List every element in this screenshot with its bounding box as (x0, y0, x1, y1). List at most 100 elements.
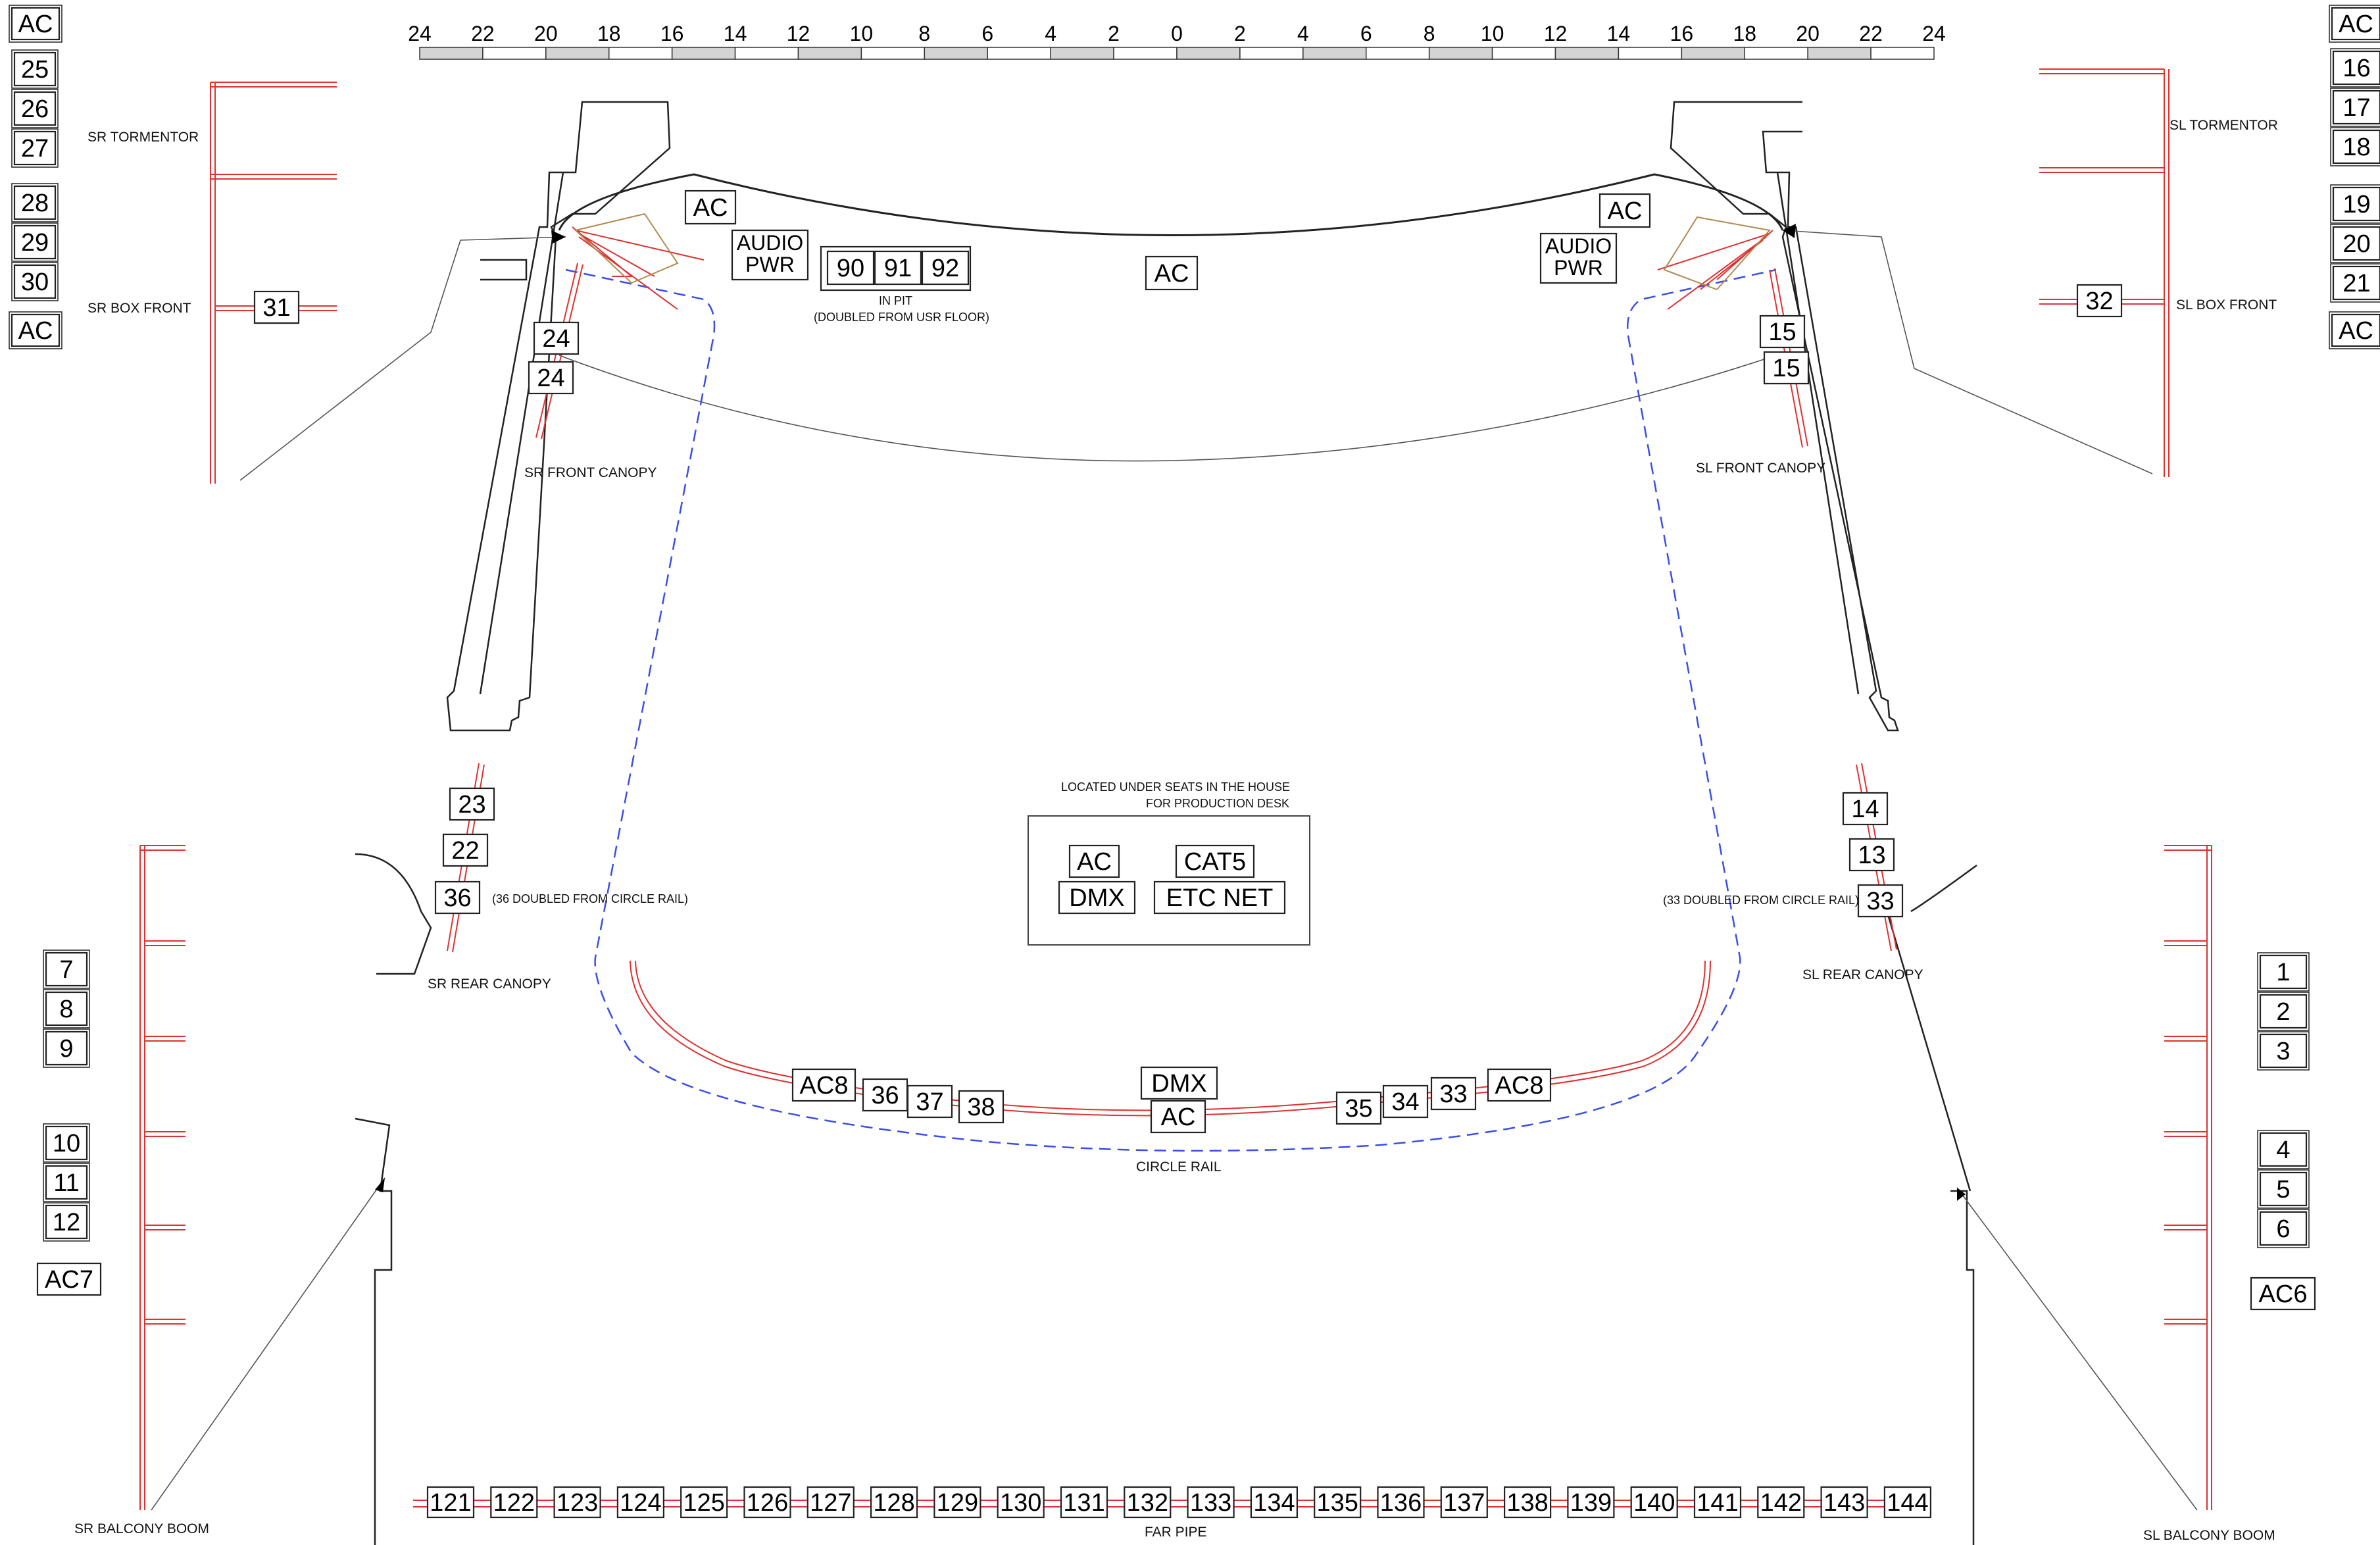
box-outline (1153, 880, 1286, 915)
apron-edge (558, 173, 1784, 236)
circuit-box-c14[interactable]: 14 (1842, 792, 1889, 826)
far-pipe-circuit[interactable]: 137 (1440, 1486, 1488, 1519)
circuit-box-rail-38[interactable]: 38 (958, 1090, 1004, 1124)
far-pipe-circuit[interactable]: 131 (1060, 1486, 1108, 1519)
far-pipe-circuit[interactable]: 142 (1757, 1486, 1805, 1519)
box-outline (45, 1030, 88, 1066)
circuit-box-c30[interactable]: 30 (11, 262, 59, 301)
circuit-box-rail-dmx[interactable]: DMX (1140, 1066, 1218, 1100)
box-label: 128 (873, 1489, 914, 1517)
circuit-box-c31[interactable]: 31 (253, 290, 300, 324)
far-pipe-circuit[interactable]: 135 (1314, 1486, 1362, 1519)
circuit-box-ac7[interactable]: AC7 (36, 1262, 102, 1296)
circuit-box-rail-34[interactable]: 34 (1382, 1084, 1429, 1119)
circuit-box-rail-ac[interactable]: AC (1150, 1100, 1206, 1134)
circuit-box-rail-36[interactable]: 36 (862, 1078, 908, 1112)
circuit-box-rail-35[interactable]: 35 (1335, 1091, 1382, 1125)
box-label: 135 (1316, 1489, 1358, 1517)
circuit-box-c25[interactable]: 25 (11, 49, 59, 89)
circuit-box-c28[interactable]: 28 (11, 183, 59, 222)
circuit-box-rail-37[interactable]: 37 (906, 1084, 953, 1119)
far-pipe-circuit[interactable]: 123 (553, 1486, 601, 1519)
circuit-box-c24a[interactable]: 24 (533, 321, 580, 355)
box-label: DMX (1069, 884, 1124, 912)
far-pipe-circuit[interactable]: 144 (1883, 1486, 1931, 1519)
circuit-box-c4[interactable]: 4 (2257, 1130, 2310, 1169)
circuit-box-c16[interactable]: 16 (2330, 48, 2380, 88)
circuit-box-ac-top-left[interactable]: AC (9, 5, 62, 43)
circuit-box-c7[interactable]: 7 (43, 950, 90, 989)
circuit-box-desk-cat5[interactable]: CAT5 (1175, 844, 1255, 878)
far-pipe-circuit[interactable]: 130 (997, 1486, 1045, 1519)
circuit-box-c3[interactable]: 3 (2257, 1031, 2310, 1071)
circuit-box-c33-sl[interactable]: 33 (1857, 884, 1904, 918)
circuit-box-c20[interactable]: 20 (2330, 224, 2380, 263)
circuit-box-rail-ac8-r[interactable]: AC8 (1487, 1068, 1552, 1102)
circuit-box-c13[interactable]: 13 (1848, 838, 1895, 872)
circuit-box-pit-91[interactable]: 91 (874, 250, 922, 286)
circuit-box-c18[interactable]: 18 (2330, 127, 2380, 166)
circuit-box-c9[interactable]: 9 (43, 1028, 90, 1068)
circuit-box-desk-ac[interactable]: AC (1068, 844, 1120, 878)
circuit-box-pit-92[interactable]: 92 (921, 250, 970, 286)
far-pipe-circuit[interactable]: 122 (490, 1486, 538, 1519)
circuit-box-c22[interactable]: 22 (442, 833, 489, 867)
far-pipe-circuit[interactable]: 127 (806, 1486, 855, 1519)
circuit-box-c15a[interactable]: 15 (1759, 315, 1806, 349)
far-pipe-circuit[interactable]: 140 (1630, 1486, 1678, 1519)
circuit-box-desk-etc[interactable]: ETC NET (1153, 880, 1286, 915)
circuit-box-ac6[interactable]: AC6 (2250, 1277, 2316, 1311)
circuit-box-c5[interactable]: 5 (2257, 1169, 2310, 1209)
far-pipe-circuit[interactable]: 132 (1124, 1486, 1172, 1519)
circuit-box-ac-mid-left[interactable]: AC (9, 311, 62, 349)
circuit-box-c8[interactable]: 8 (43, 989, 90, 1028)
far-pipe-circuit[interactable]: 121 (426, 1486, 475, 1519)
far-pipe-circuit[interactable]: 129 (933, 1486, 981, 1519)
circuit-box-ac-apron[interactable]: AC (1145, 255, 1199, 291)
far-pipe-circuit[interactable]: 143 (1820, 1486, 1868, 1519)
far-pipe-circuit[interactable]: 125 (680, 1486, 728, 1519)
far-pipe-circuit[interactable]: 126 (743, 1486, 791, 1519)
circuit-box-ac-mid-right[interactable]: AC (2329, 311, 2380, 349)
circuit-box-c36-sr[interactable]: 36 (434, 880, 481, 915)
far-pipe-circuit[interactable]: 139 (1567, 1486, 1615, 1519)
circuit-box-c19[interactable]: 19 (2330, 184, 2380, 224)
circuit-box-ac-sr-prosc[interactable]: AC (684, 190, 737, 225)
circuit-box-c11[interactable]: 11 (43, 1163, 90, 1202)
circuit-box-c6[interactable]: 6 (2257, 1209, 2310, 1248)
circuit-box-rail-33[interactable]: 33 (1430, 1076, 1477, 1111)
box-outline (553, 1486, 601, 1519)
far-pipe-circuit[interactable]: 133 (1187, 1486, 1235, 1519)
circuit-box-c24b[interactable]: 24 (528, 361, 574, 395)
far-pipe-circuit[interactable]: 138 (1504, 1486, 1552, 1519)
far-pipe-circuit[interactable]: 124 (616, 1486, 665, 1519)
circuit-box-ac-sl-prosc[interactable]: AC (1599, 193, 1651, 228)
circuit-box-c29[interactable]: 29 (11, 222, 59, 262)
far-pipe-circuit[interactable]: 136 (1377, 1486, 1425, 1519)
circuit-box-pit-90[interactable]: 90 (826, 250, 875, 286)
circuit-box-c26[interactable]: 26 (11, 89, 59, 128)
circuit-box-c2[interactable]: 2 (2257, 992, 2310, 1031)
far-pipe-circuit[interactable]: 128 (870, 1486, 918, 1519)
circuit-box-c32[interactable]: 32 (2076, 284, 2123, 318)
circuit-box-c15b[interactable]: 15 (1763, 351, 1810, 385)
box-label: 3 (2276, 1038, 2290, 1065)
circuit-box-c23[interactable]: 23 (449, 787, 495, 821)
box-outline (2076, 284, 2123, 318)
circuit-box-c1[interactable]: 1 (2257, 952, 2310, 992)
box-label: AC (2339, 317, 2373, 345)
ruler-tick-label: 16 (1670, 22, 1694, 45)
circuit-box-c17[interactable]: 17 (2330, 88, 2380, 127)
circuit-box-c21[interactable]: 21 (2330, 263, 2380, 303)
far-pipe-circuit[interactable]: 141 (1693, 1486, 1742, 1519)
circuit-box-rail-ac8-l[interactable]: AC8 (791, 1068, 856, 1102)
circuit-box-ac-top-right[interactable]: AC (2329, 5, 2380, 43)
far-pipe-circuit[interactable]: 134 (1250, 1486, 1299, 1519)
circuit-box-c10[interactable]: 10 (43, 1123, 90, 1163)
circuit-box-desk-dmx[interactable]: DMX (1058, 880, 1136, 915)
circuit-box-c12[interactable]: 12 (43, 1202, 90, 1242)
circuit-box-c27[interactable]: 27 (11, 128, 59, 168)
